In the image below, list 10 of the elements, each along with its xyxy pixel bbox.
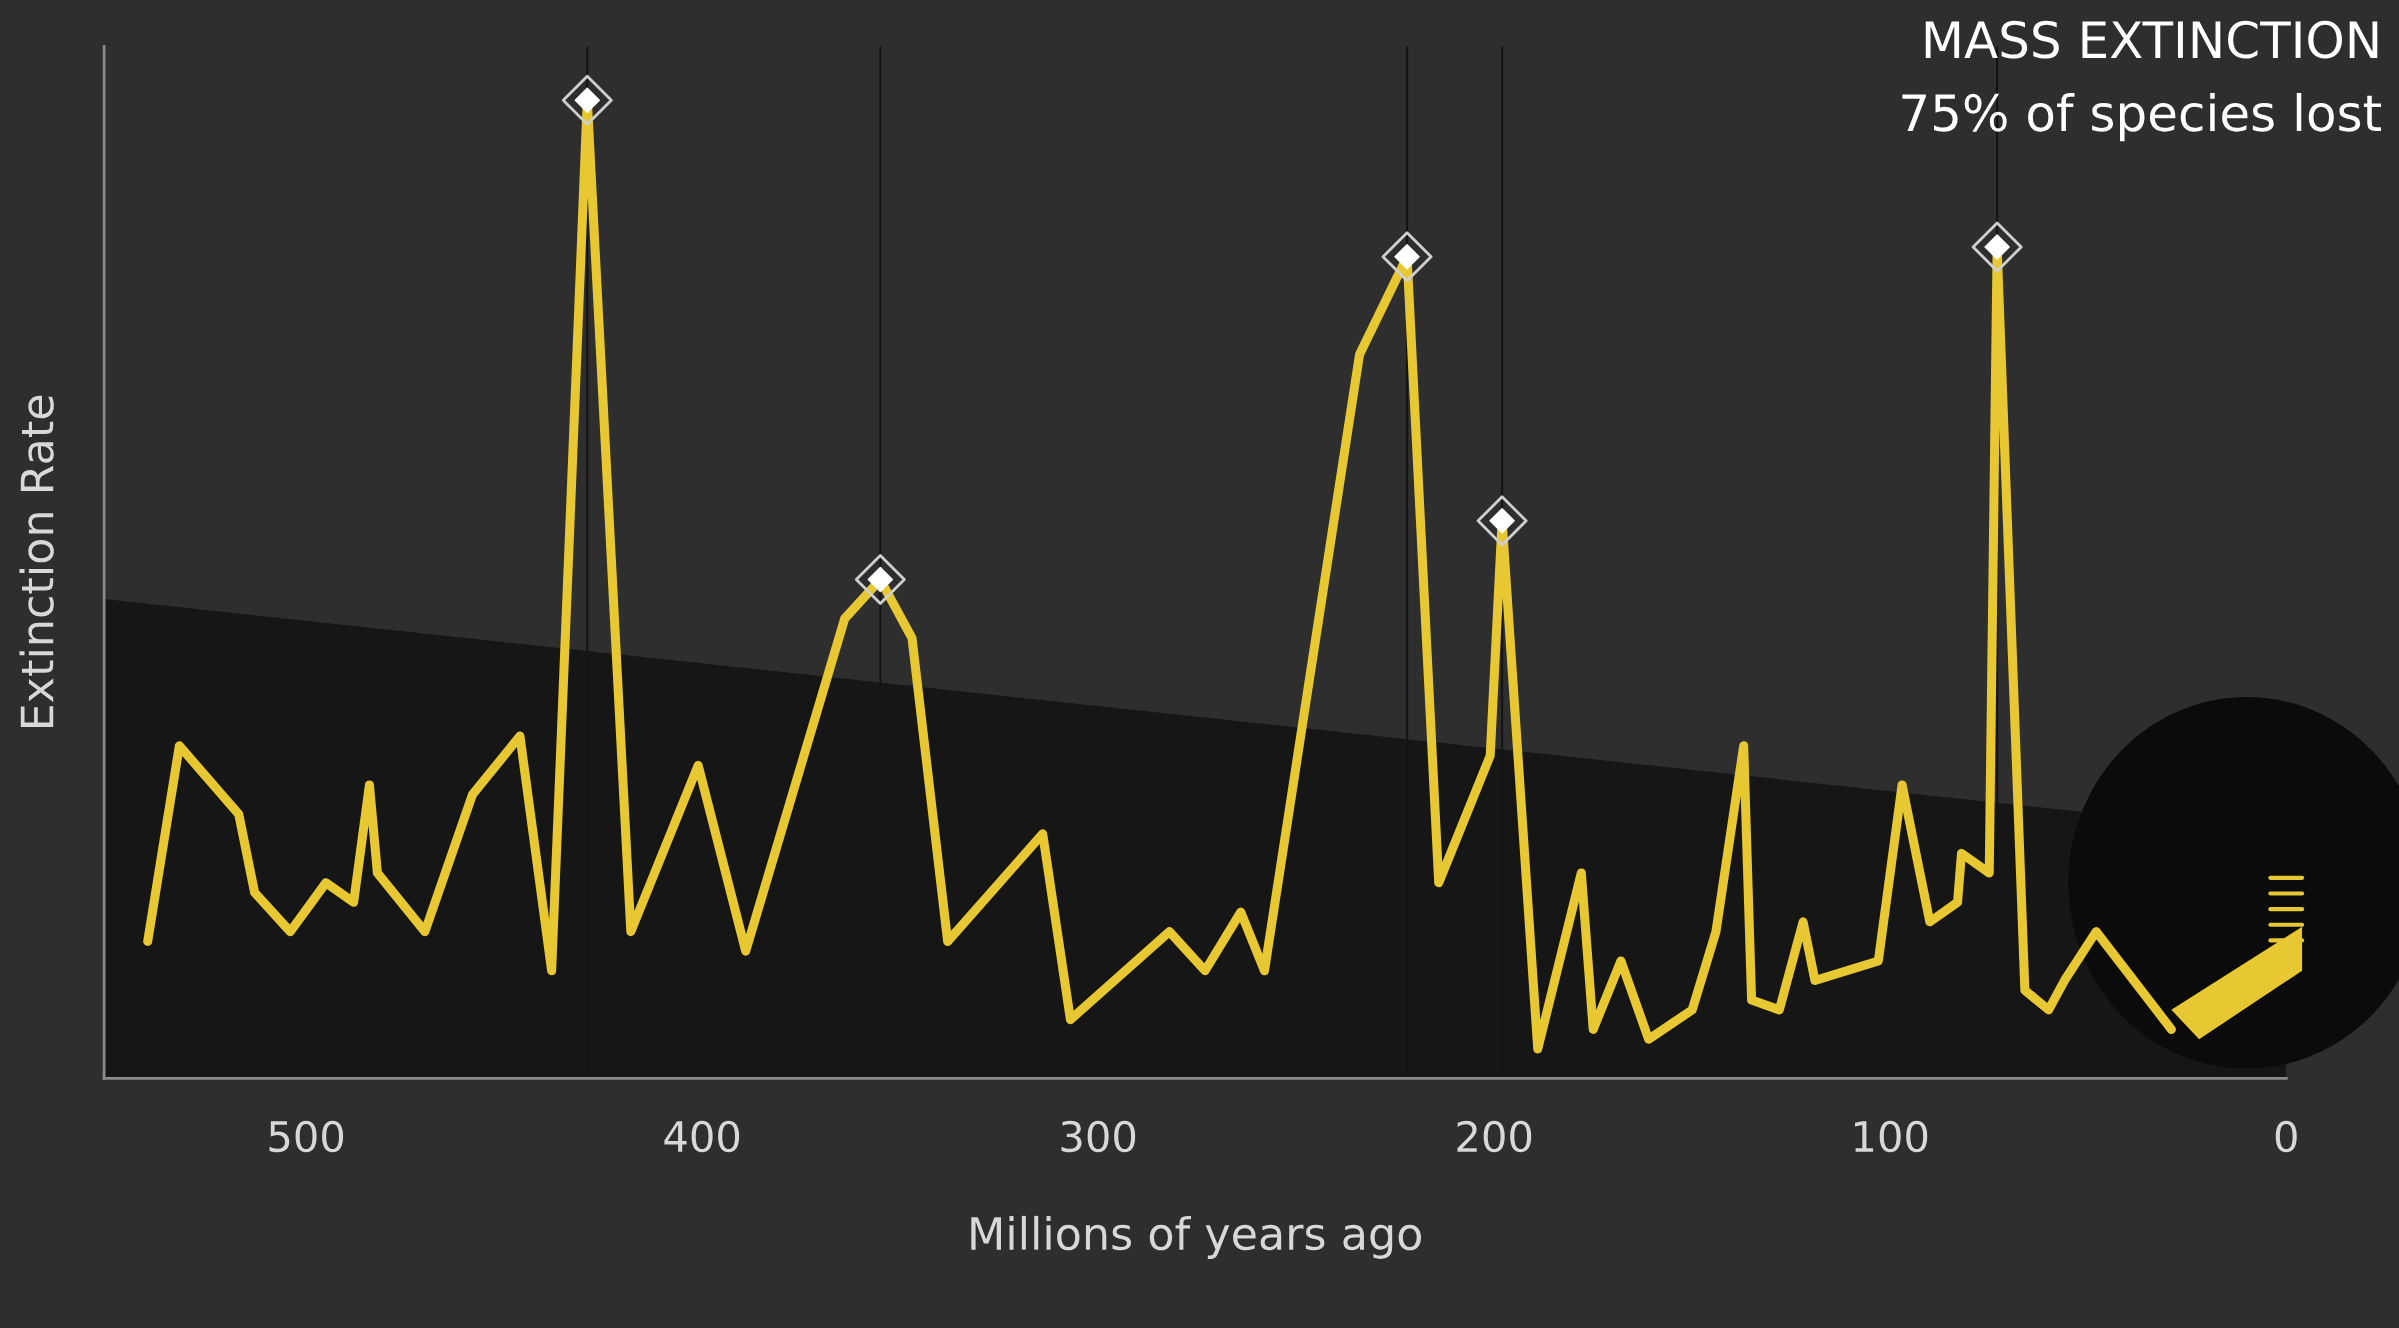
y-axis-title: Extinction Rate [19, 395, 54, 727]
x-axis-title: Millions of years ago [971, 1215, 1421, 1259]
x-tick-label: 300 [1061, 1120, 1136, 1153]
annotation: 75% of species lost [1902, 92, 2382, 142]
x-tick-label: 400 [664, 1120, 740, 1153]
x-tick-label: 500 [269, 1120, 344, 1153]
x-tick-label: 200 [1457, 1120, 1532, 1153]
x-tick-label: 100 [1855, 1120, 1928, 1153]
text: MASS EXTINCTION [1925, 20, 2378, 59]
x-tick-label: 0 [2275, 1120, 2297, 1153]
